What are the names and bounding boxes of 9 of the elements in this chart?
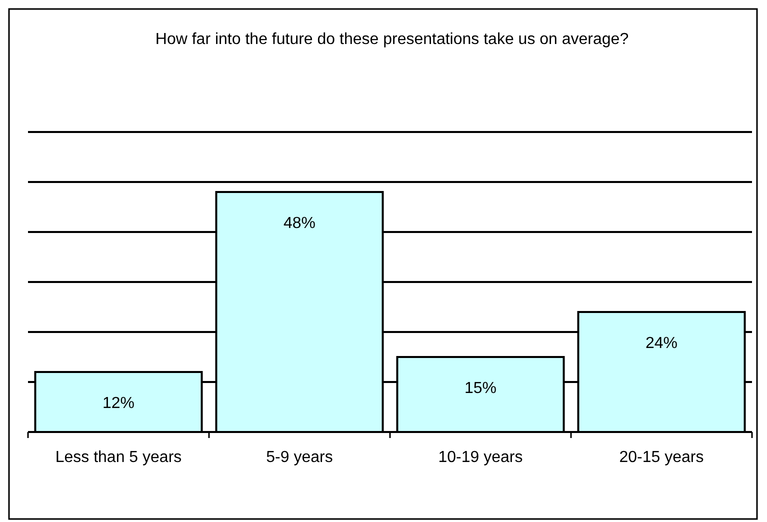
x-tick-label: 10-19 years <box>438 449 523 466</box>
data-label: 15% <box>464 380 497 397</box>
data-label: 12% <box>102 395 135 412</box>
x-tick-label: 20-15 years <box>619 449 704 466</box>
x-tick-label: 5-9 years <box>266 449 333 466</box>
chart-title: How far into the future do these presentations take us on average? <box>155 31 629 48</box>
x-tick-label: Less than 5 years <box>55 449 182 466</box>
data-label: 24% <box>645 335 678 352</box>
data-label: 48% <box>283 215 316 232</box>
